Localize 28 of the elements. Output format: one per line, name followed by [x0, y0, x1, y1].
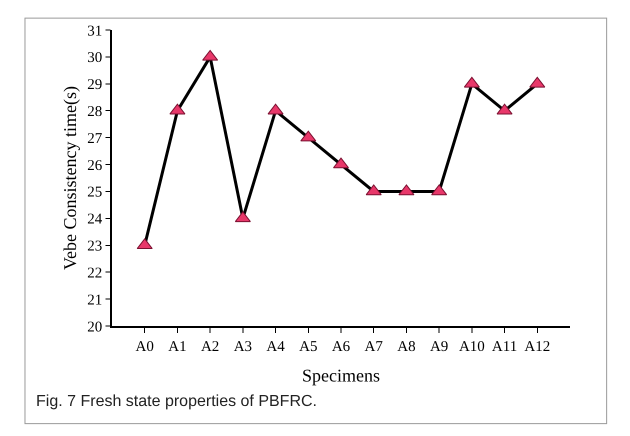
y-tick-label: 27 [87, 130, 103, 147]
x-tick-label: A10 [458, 338, 485, 355]
x-tick-label: A5 [299, 338, 318, 355]
y-tick-label: 22 [87, 265, 102, 282]
x-tick-label: A7 [364, 338, 384, 355]
x-tick-label: A4 [266, 338, 286, 355]
y-tick-label: 20 [87, 319, 102, 336]
x-tick-label: A8 [397, 338, 416, 355]
y-tick-label: 26 [87, 158, 103, 174]
x-tick-label: A6 [332, 338, 351, 355]
y-tick-label: 29 [87, 77, 102, 94]
x-tick-label: A2 [200, 338, 220, 355]
y-tick-label: 24 [87, 212, 103, 228]
caption: Fig. 7 Fresh state properties of PBFRC. [36, 393, 317, 410]
y-tick-label: 31 [87, 23, 102, 40]
x-tick-label: A12 [524, 338, 550, 355]
x-tick-label: A11 [492, 338, 518, 355]
y-tick-label: 28 [87, 104, 102, 120]
x-tick-label: A0 [136, 338, 154, 355]
x-tick-label: A1 [168, 338, 187, 355]
y-tick-label: 21 [87, 292, 102, 308]
x-tick-label: A9 [430, 338, 448, 355]
y-tick-label: 23 [87, 238, 102, 255]
y-tick-label: 25 [87, 184, 102, 201]
x-axis-title: Specimens [302, 365, 380, 386]
y-tick-label: 30 [87, 50, 102, 66]
y-axis-title: Vebe Consistency time(s) [60, 86, 80, 270]
x-tick-label: A3 [234, 338, 252, 355]
